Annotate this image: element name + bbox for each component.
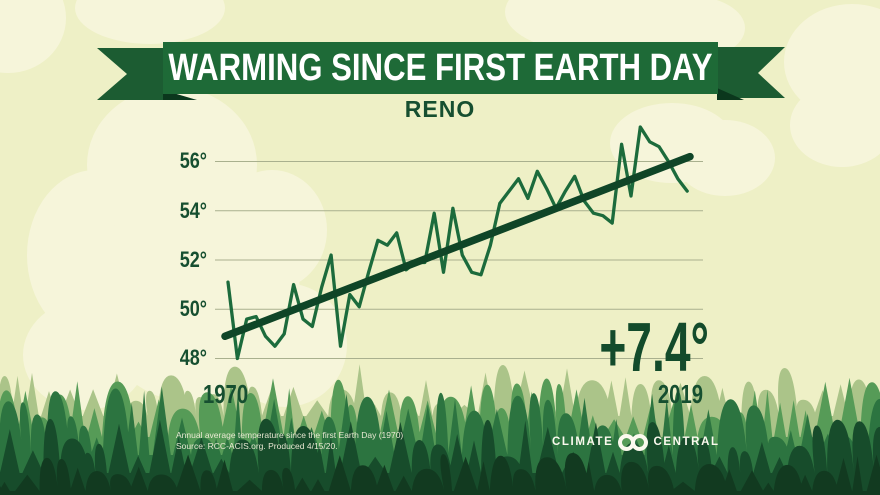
ring-icon	[631, 433, 649, 451]
tree-layer-5	[0, 453, 880, 495]
footer: Annual average temperature since the fir…	[176, 430, 403, 451]
logo-climate-text: CLIMATE	[552, 436, 614, 448]
x-axis-label-start: 1970	[203, 379, 249, 409]
y-axis-label-52: 52°	[179, 247, 207, 272]
trend-line	[221, 152, 694, 341]
ribbon	[97, 42, 785, 100]
ribbon-tail-right	[717, 47, 785, 98]
chart-title: RENO	[404, 96, 476, 122]
temperature-data-line	[226, 125, 689, 361]
banner-title: WARMING SINCE FIRST EARTH DAY	[168, 46, 713, 89]
logo-central-text: CENTRAL	[653, 436, 720, 448]
y-axis-label-50: 50°	[179, 296, 207, 321]
ribbon-tail-left	[97, 48, 163, 100]
footer-note: Annual average temperature since the fir…	[176, 430, 404, 440]
warming-callout: +7.4°	[599, 308, 709, 386]
x-axis-label-end: 2019	[657, 379, 703, 409]
y-axis-label-54: 54°	[179, 198, 207, 223]
logo-rings-icon	[618, 433, 649, 451]
ribbon-fold-right	[717, 88, 744, 100]
y-axis-label-56: 56°	[179, 148, 207, 173]
climate-central-logo: CLIMATE CENTRAL	[552, 431, 720, 453]
ribbon-panel	[163, 42, 718, 94]
y-axis-label-48: 48°	[179, 345, 207, 370]
footer-source: Source: RCC-ACIS.org. Produced 4/15/20.	[176, 440, 338, 451]
clouds	[0, 0, 880, 410]
